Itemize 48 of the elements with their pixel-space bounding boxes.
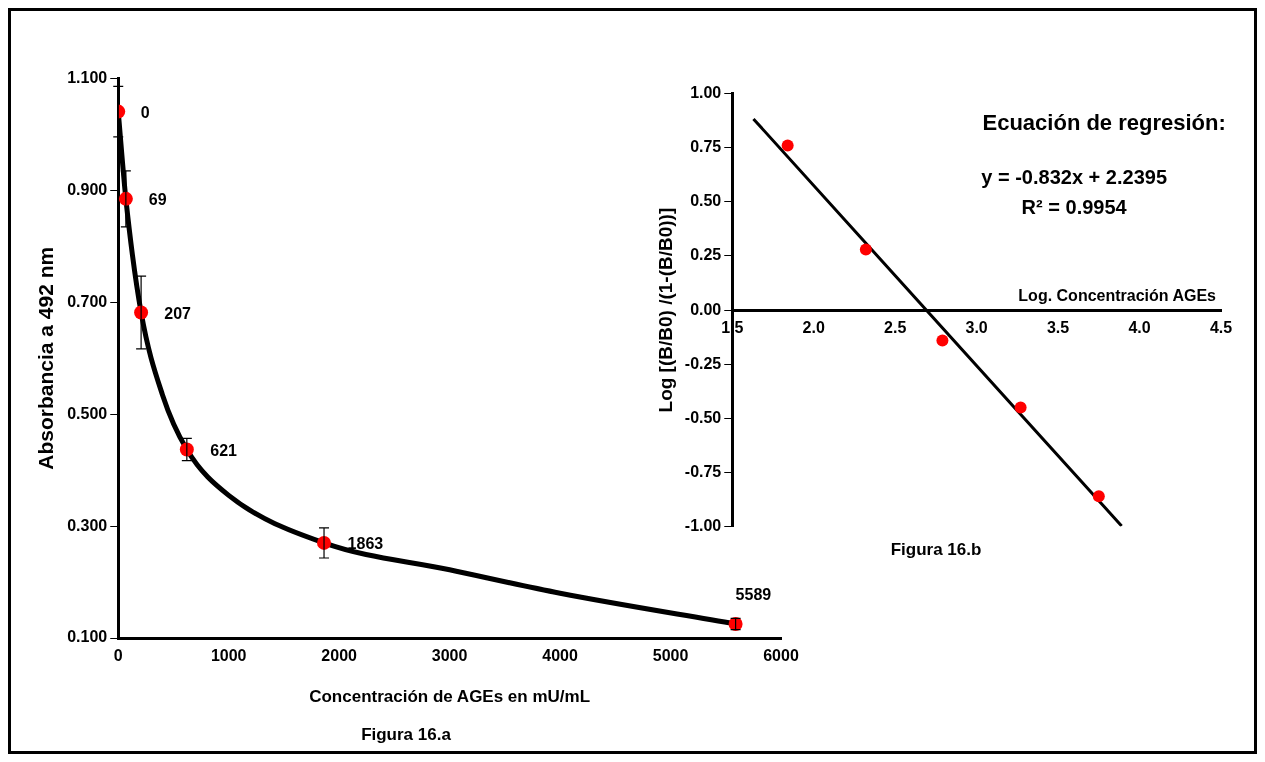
y-tick-label: 0.900 bbox=[67, 180, 108, 198]
x-tick-label: 3.0 bbox=[965, 319, 988, 337]
x-tick-label: 6000 bbox=[763, 647, 799, 665]
x-tick-label: 4000 bbox=[542, 647, 578, 665]
annotation: 0 bbox=[140, 104, 150, 122]
text: Figura 16.b bbox=[890, 540, 982, 560]
annotation: 1863 bbox=[347, 535, 384, 553]
x-tick-label: 4.0 bbox=[1128, 319, 1151, 337]
y-axis-title: Log [(B/B0) /(1-(B/B0))] bbox=[654, 207, 676, 413]
annotation: 207 bbox=[164, 304, 192, 322]
y-tick-label: 0.500 bbox=[67, 404, 108, 422]
y-tick-label: -0.75 bbox=[684, 462, 722, 480]
point bbox=[936, 334, 949, 347]
annotation: y = -0.832x + 2.2395 bbox=[981, 166, 1168, 189]
y-tick-label: -0.50 bbox=[684, 408, 722, 426]
x-tick-label: 3000 bbox=[431, 647, 468, 665]
text: Figura 16.a bbox=[361, 725, 452, 745]
x-tick-label: 5000 bbox=[652, 647, 689, 665]
x-tick-label: 2.5 bbox=[884, 319, 907, 337]
point bbox=[781, 139, 794, 152]
x-tick-label: 4.5 bbox=[1209, 319, 1233, 337]
x-axis-title: Log. Concentración AGEs bbox=[1018, 286, 1217, 304]
y-tick-label: 0.300 bbox=[67, 516, 108, 534]
annotation: 69 bbox=[148, 191, 167, 209]
y-tick-label: -0.25 bbox=[684, 354, 722, 372]
x-tick-label: 2.0 bbox=[802, 319, 825, 337]
y-tick-label: 0.75 bbox=[690, 138, 722, 156]
point bbox=[859, 243, 872, 256]
y-axis-title: Absorbancia a 492 nm bbox=[34, 246, 58, 470]
y-tick-label: 0.00 bbox=[690, 300, 722, 318]
x-tick-label: 2000 bbox=[321, 647, 358, 665]
x-tick-label: 0 bbox=[113, 647, 123, 665]
y-tick-label: 0.100 bbox=[67, 628, 108, 646]
y-tick-label: -1.00 bbox=[684, 517, 722, 535]
point bbox=[1014, 401, 1027, 414]
annotation: R² = 0.9954 bbox=[1021, 196, 1128, 219]
annotation: Ecuación de regresión: bbox=[982, 109, 1226, 135]
y-tick-label: 0.700 bbox=[67, 292, 108, 310]
y-tick-label: 0.25 bbox=[690, 246, 722, 264]
x-tick-label: 3.5 bbox=[1046, 319, 1070, 337]
y-tick-label: 0.50 bbox=[690, 192, 722, 210]
x-tick-label: 1000 bbox=[210, 647, 247, 665]
annotation: 621 bbox=[210, 441, 238, 459]
y-tick-label: 1.100 bbox=[67, 69, 108, 87]
point bbox=[1092, 490, 1105, 503]
annotation: 5589 bbox=[735, 586, 772, 604]
y-tick-label: 1.00 bbox=[690, 84, 722, 102]
x-axis-title: Concentración de AGEs en mU/mL bbox=[309, 687, 591, 707]
